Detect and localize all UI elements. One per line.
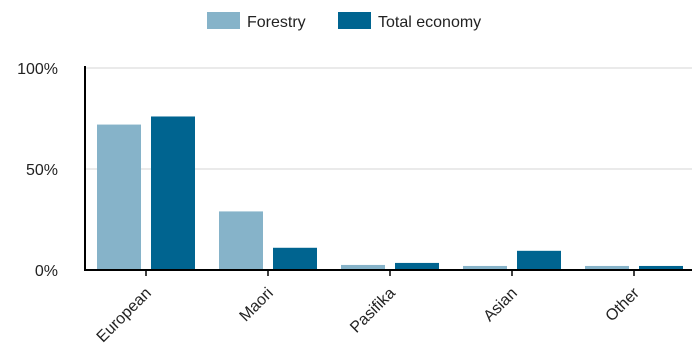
bar-other-forestry xyxy=(585,265,629,270)
legend-label-1: Forestry xyxy=(247,14,306,31)
x-tick-label-maori: Maori xyxy=(237,285,277,325)
y-tick-label-0: 0% xyxy=(35,263,58,280)
y-tick-label-50: 50% xyxy=(26,162,58,179)
bars xyxy=(97,116,683,270)
bar-other-total-economy xyxy=(639,265,683,270)
bar-european-total-economy xyxy=(151,116,195,270)
bar-asian-total-economy xyxy=(517,250,561,270)
y-tick-label-100: 100% xyxy=(17,61,58,78)
x-tick-label-pasifika: Pasifika xyxy=(347,285,399,337)
x-tick-label-european: European xyxy=(94,285,155,346)
bar-european-forestry xyxy=(97,124,141,270)
bar-maori-forestry xyxy=(219,211,263,270)
bar-maori-total-economy xyxy=(273,247,317,270)
legend-swatch-2 xyxy=(338,12,371,29)
legend-swatch-1 xyxy=(207,12,240,29)
axes xyxy=(84,66,692,276)
x-tick-label-asian: Asian xyxy=(481,285,521,325)
x-tick-label-other: Other xyxy=(603,284,644,325)
bar-asian-forestry xyxy=(463,265,507,270)
bar-pasifika-forestry xyxy=(341,264,385,270)
legend: Forestry Total economy xyxy=(207,12,481,31)
bar-pasifika-total-economy xyxy=(395,262,439,270)
legend-label-2: Total economy xyxy=(378,14,481,31)
